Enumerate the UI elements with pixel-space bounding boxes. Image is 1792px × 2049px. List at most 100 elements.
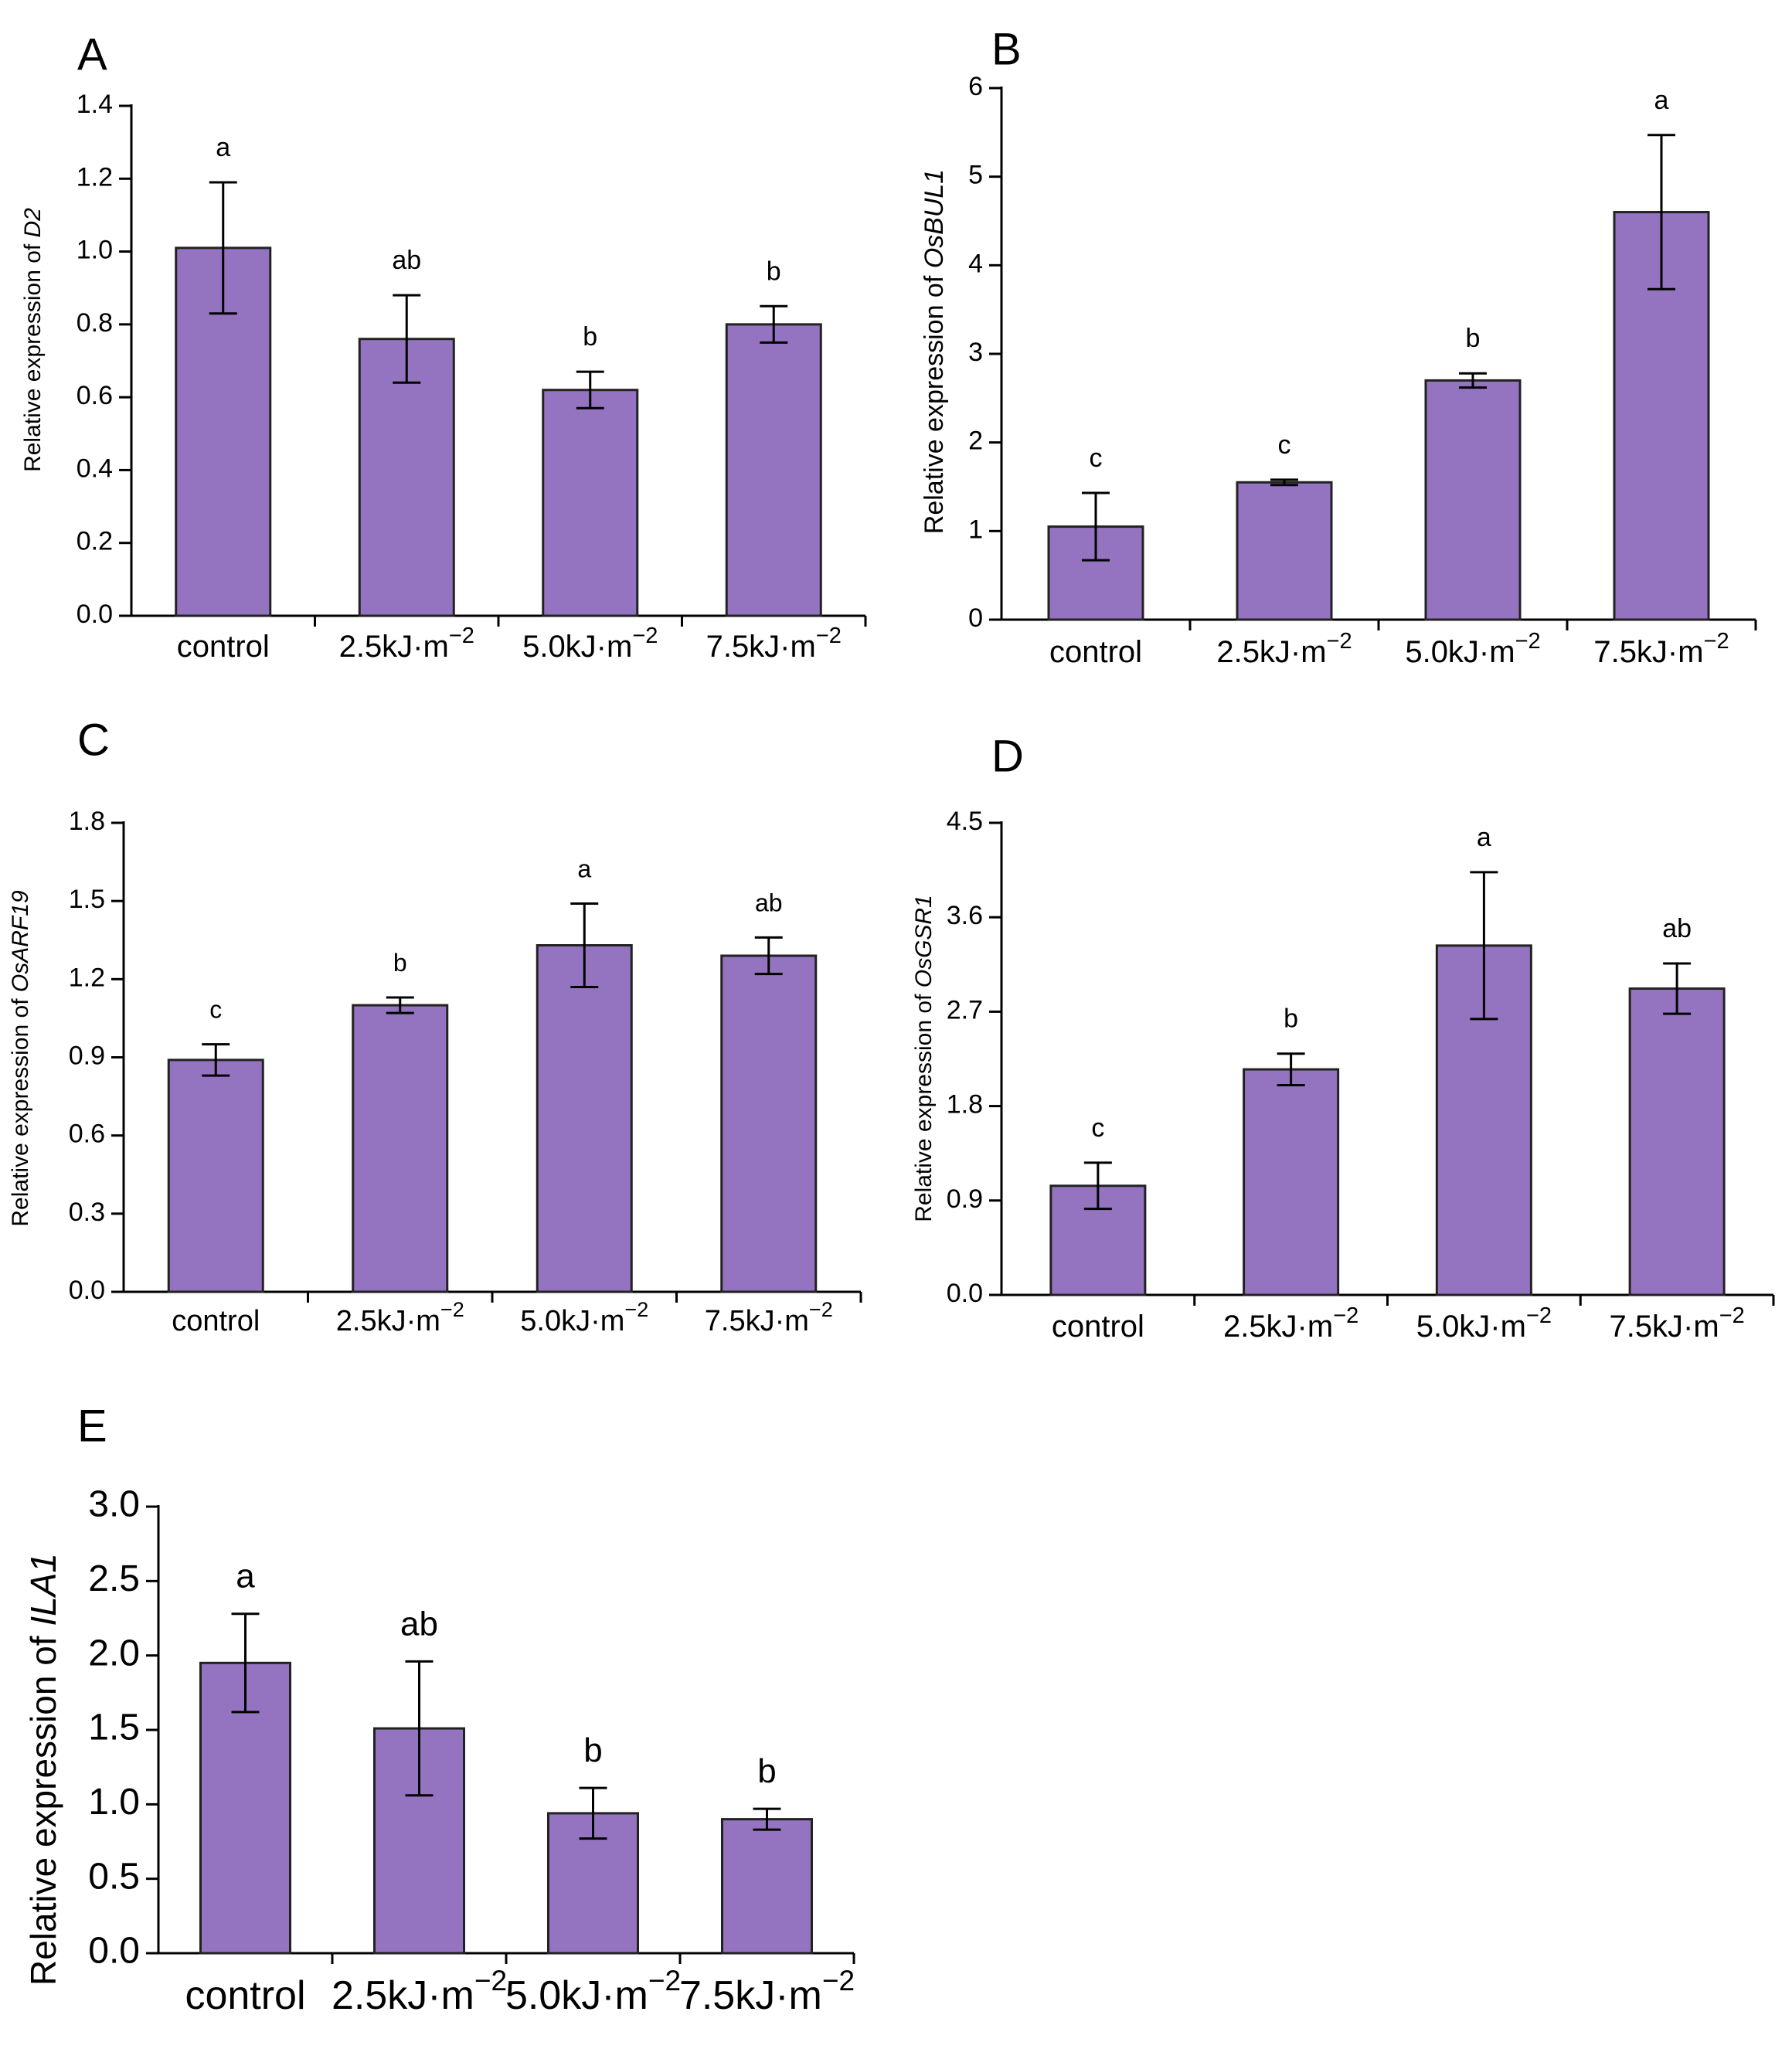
category-label-text: 7.5kJ·m: [1609, 1310, 1719, 1344]
category-label-text: control: [177, 630, 270, 664]
category-label-text: control: [172, 1305, 260, 1337]
category-label-superscript: −2: [809, 1298, 833, 1321]
category-label-text: control: [1052, 1310, 1144, 1344]
y-tick-label: 1.0: [77, 236, 113, 265]
y-tick-label: 0.0: [69, 1276, 105, 1305]
significance-label: a: [1654, 86, 1669, 115]
category-label-superscript: −2: [816, 624, 842, 648]
y-axis-title-gene: OsBUL1: [920, 169, 949, 269]
category-label: 5.0kJ·m−2: [505, 1965, 681, 2018]
significance-label: c: [1090, 443, 1103, 473]
y-tick-label: 0.3: [69, 1198, 105, 1227]
significance-label: b: [1284, 1004, 1298, 1034]
bar: [536, 943, 633, 1293]
category-label-superscript: −2: [624, 1298, 648, 1321]
category-label-text: 2.5kJ·m: [1223, 1310, 1333, 1344]
category-label: control: [1049, 635, 1142, 669]
y-tick-label: 3.6: [947, 901, 983, 930]
bar: [167, 1058, 264, 1293]
category-label: 2.5kJ·m−2: [339, 624, 474, 664]
category-label-superscript: −2: [1333, 1303, 1358, 1328]
bar: [725, 323, 822, 617]
panel-letter: B: [991, 24, 1022, 74]
category-label-superscript: −2: [1327, 629, 1352, 654]
chart-panel-b: B0123456ccontrolc2.5kJ·m−2b5.0kJ·m−2a7.5…: [920, 24, 1757, 669]
category-label-superscript: −2: [1526, 1303, 1552, 1328]
category-label-superscript: −2: [1719, 1303, 1745, 1328]
category-label-superscript: −2: [449, 624, 474, 648]
category-label-text: 2.5kJ·m: [332, 1973, 474, 2018]
category-label-text: 5.0kJ·m: [522, 630, 632, 664]
significance-label: c: [1278, 430, 1291, 460]
category-label-text: 2.5kJ·m: [336, 1305, 440, 1337]
y-tick-label: 3: [968, 338, 983, 367]
y-axis-title: Relative expression of OsGSR1: [911, 895, 937, 1222]
category-label-text: 2.5kJ·m: [339, 630, 449, 664]
significance-label: a: [216, 133, 230, 162]
bar: [1613, 211, 1710, 621]
category-label-text: 7.5kJ·m: [679, 1973, 822, 2018]
significance-label: b: [583, 322, 597, 352]
chart-panel-e: E0.00.51.01.52.02.53.0acontrolab2.5kJ·m−…: [23, 1401, 855, 2018]
panel-letter: E: [77, 1401, 107, 1451]
category-label-superscript: −2: [1704, 629, 1729, 654]
category-label-text: 5.0kJ·m: [1416, 1310, 1526, 1344]
category-label: 5.0kJ·m−2: [522, 624, 658, 664]
y-axis-title: Relative expression of OsARF19: [8, 890, 33, 1227]
category-label-superscript: −2: [440, 1298, 464, 1321]
y-tick-label: 0.8: [77, 308, 113, 338]
chart-panel-c: C0.00.30.60.91.21.51.8ccontrolb2.5kJ·m−2…: [8, 715, 862, 1337]
y-tick-label: 5: [968, 161, 983, 190]
y-tick-label: 1.2: [77, 162, 113, 192]
y-tick-label: 1.0: [88, 1782, 140, 1823]
y-tick-label: 0.9: [69, 1041, 105, 1070]
category-label-superscript: −2: [474, 1965, 507, 1996]
category-label: control: [172, 1305, 260, 1337]
y-axis-title-prefix: Relative expression of: [20, 237, 46, 472]
y-tick-label: 0.6: [77, 381, 113, 410]
significance-label: ab: [1662, 914, 1692, 943]
panel-letter: A: [77, 29, 107, 80]
y-axis-title-gene: OsGSR1: [911, 895, 937, 987]
category-label: 5.0kJ·m−2: [520, 1298, 648, 1337]
category-label: 7.5kJ·m−2: [1593, 629, 1729, 669]
y-tick-label: 1.4: [77, 90, 113, 119]
category-label: 5.0kJ·m−2: [1416, 1303, 1552, 1344]
significance-label: ab: [400, 1605, 438, 1643]
category-label-text: 7.5kJ·m: [706, 630, 816, 664]
y-tick-label: 3.0: [88, 1484, 140, 1525]
category-label: 7.5kJ·m−2: [706, 624, 842, 664]
y-axis-title-prefix: Relative expression of: [911, 987, 937, 1222]
y-tick-label: 1.8: [947, 1090, 983, 1120]
y-tick-label: 4.5: [947, 807, 983, 836]
category-label-superscript: −2: [1515, 629, 1541, 654]
category-label-superscript: −2: [822, 1965, 855, 1996]
y-tick-label: 0.6: [69, 1120, 105, 1149]
significance-label: ab: [392, 246, 421, 275]
significance-label: b: [583, 1731, 602, 1769]
y-axis-title-gene: D2: [20, 208, 46, 238]
bar: [1243, 1068, 1340, 1296]
category-label-text: 7.5kJ·m: [705, 1305, 809, 1337]
y-tick-label: 6: [968, 72, 983, 101]
y-axis-title: Relative expression of D2: [20, 208, 46, 472]
y-tick-label: 1.5: [69, 885, 105, 914]
bar: [1424, 379, 1522, 621]
significance-label: b: [1466, 324, 1481, 353]
y-axis-title-prefix: Relative expression of: [920, 268, 949, 534]
y-axis-title-prefix: Relative expression of: [8, 992, 33, 1227]
category-label-text: 7.5kJ·m: [1593, 635, 1703, 669]
category-label-text: 5.0kJ·m: [520, 1305, 624, 1337]
category-label-text: 5.0kJ·m: [505, 1973, 648, 2018]
y-tick-label: 0: [968, 603, 983, 633]
y-tick-label: 0.0: [88, 1931, 140, 1972]
significance-label: b: [393, 949, 407, 977]
y-tick-label: 2: [968, 426, 983, 456]
chart-panel-a: A 0.0 0.2 0.4 0.6 0.8 1.0 1.2 1.4 a control ab 2.5kJ…: [20, 29, 867, 664]
significance-label: b: [757, 1752, 776, 1790]
y-tick-label: 0.4: [77, 454, 113, 483]
category-label-superscript: −2: [648, 1965, 681, 1996]
y-tick-label: 1.2: [69, 963, 105, 992]
y-axis-title-gene: OsARF19: [8, 890, 33, 992]
